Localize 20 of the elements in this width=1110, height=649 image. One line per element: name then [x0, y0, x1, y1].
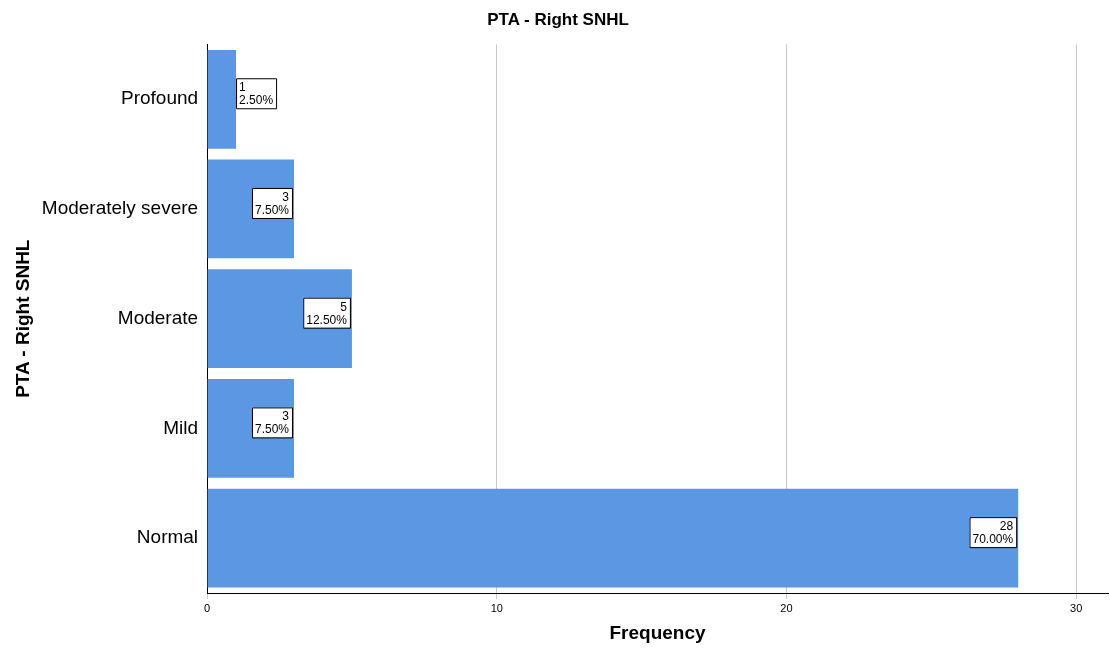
y-axis-title: PTA - Right SNHL — [11, 239, 33, 398]
x-tick-label: 20 — [780, 601, 793, 614]
data-label: 3 7.50% — [254, 189, 290, 217]
data-label: 28 70.00% — [972, 519, 1014, 547]
data-label: 3 7.50% — [254, 409, 290, 437]
bar — [207, 488, 1019, 588]
bar — [207, 49, 237, 149]
x-tick-label: 0 — [204, 601, 211, 614]
y-tick-label: Moderately severe — [41, 197, 199, 219]
data-label: 1 2.50% — [239, 80, 274, 108]
x-axis-title: Frequency — [609, 621, 707, 643]
y-tick-label: Moderate — [117, 306, 199, 328]
y-tick-label: Profound — [120, 87, 199, 109]
chart-title: PTA - Right SNHL — [487, 9, 629, 29]
x-tick-label: 30 — [1070, 601, 1083, 614]
bar — [207, 269, 352, 369]
data-label: 5 12.50% — [306, 299, 348, 327]
x-tick-label: 10 — [490, 601, 503, 614]
y-tick-label: Normal — [136, 526, 199, 548]
y-tick-label: Mild — [163, 416, 199, 438]
